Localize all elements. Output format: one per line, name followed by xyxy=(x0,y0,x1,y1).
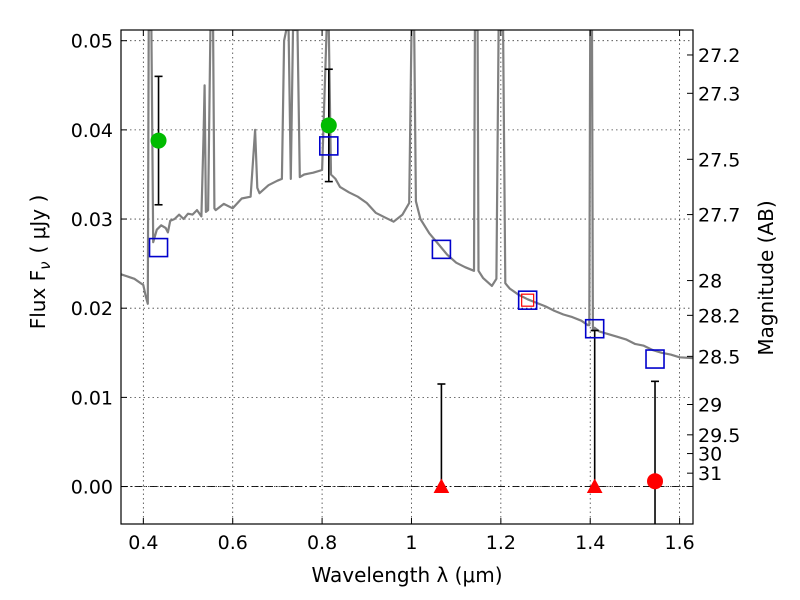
x-tick-label: 1.4 xyxy=(575,532,605,554)
x-tick-label: 0.6 xyxy=(218,532,248,554)
plot-area xyxy=(121,30,693,524)
model-photometry-square xyxy=(584,318,605,339)
x-tick-label: 1 xyxy=(405,532,417,554)
magnitude-tick-label: 28 xyxy=(698,271,722,293)
upper-limit-triangle xyxy=(586,478,603,494)
magnitude-tick-label: 30 xyxy=(698,444,722,466)
magnitude-axis-label: Magnitude (AB) xyxy=(754,200,778,355)
model-photometry-square xyxy=(517,290,538,310)
magnitude-tick-label: 27.2 xyxy=(698,45,740,67)
axis-ticks: 0.4 0.6 0.8 1 1.2 1.4 1.6 0.00 0.01 0.02 0.03 0.04 0… xyxy=(71,30,740,554)
x-axis-label: Wavelength λ (μm) xyxy=(311,563,502,587)
detection-point xyxy=(320,117,337,134)
magnitude-tick-label: 29.5 xyxy=(698,425,740,447)
x-tick-label: 0.4 xyxy=(128,532,158,554)
magnitude-tick-label: 28.5 xyxy=(698,346,740,368)
grid xyxy=(121,30,693,524)
y-axis-label-unit: ( μJy ) xyxy=(26,195,50,254)
y-tick-label: 0.05 xyxy=(71,31,113,53)
y-tick-label: 0.01 xyxy=(71,387,113,409)
y-tick-label: 0.00 xyxy=(71,477,113,499)
measurement-point xyxy=(647,473,664,490)
upper-limit-triangle xyxy=(433,478,450,494)
magnitude-tick-label: 29 xyxy=(698,395,722,417)
model-photometry-square xyxy=(431,239,452,260)
x-tick-label: 1.6 xyxy=(664,532,694,554)
model-photometry-square xyxy=(645,349,665,369)
magnitude-tick-label: 27.7 xyxy=(698,205,740,227)
magnitude-tick-label: 31 xyxy=(698,463,722,485)
magnitude-tick-label: 27.3 xyxy=(698,83,740,105)
measurement-small-square xyxy=(521,293,535,307)
magnitude-tick-label: 27.5 xyxy=(698,149,740,171)
model-photometry-square xyxy=(148,237,169,258)
model-photometry-square xyxy=(318,136,339,156)
y-axis-label-subscript: ν xyxy=(36,261,54,269)
model-spectrum-line xyxy=(121,30,693,360)
y-axis-label-flux: Flux F xyxy=(26,270,50,329)
x-tick-label: 1.2 xyxy=(486,532,516,554)
x-tick-label: 0.8 xyxy=(307,532,337,554)
detection-point xyxy=(150,132,167,149)
y-tick-label: 0.03 xyxy=(71,209,113,231)
y-tick-label: 0.02 xyxy=(71,298,113,320)
y-axis-label: Flux Fν ( μJy ) xyxy=(26,195,54,330)
plot-frame xyxy=(120,29,694,525)
y-tick-label: 0.04 xyxy=(71,120,113,142)
magnitude-tick-label: 28.2 xyxy=(698,305,740,327)
